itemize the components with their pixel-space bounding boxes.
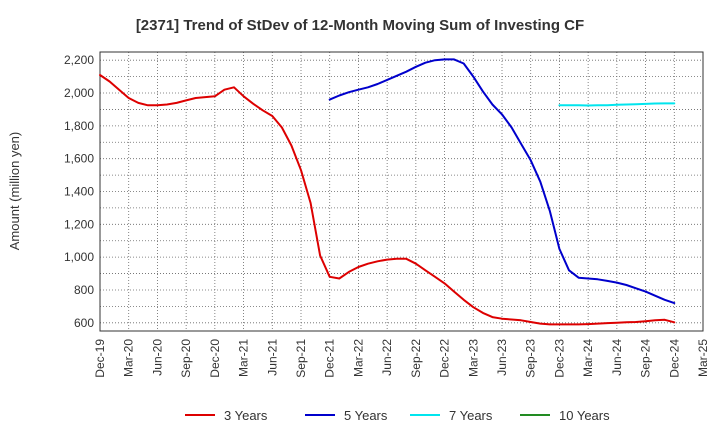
- legend-label-5-years: 5 Years: [344, 408, 388, 423]
- x-tick-label: Mar-20: [122, 339, 136, 377]
- y-tick-label: 1,000: [64, 250, 94, 264]
- x-tick-label: Sep-24: [639, 339, 653, 378]
- legend-label-7-years: 7 Years: [449, 408, 493, 423]
- legend: 3 Years 5 Years 7 Years 10 Years: [185, 408, 610, 423]
- x-tick-label: Jun-23: [495, 339, 509, 376]
- x-tick-label: Dec-21: [323, 339, 337, 378]
- x-tick-label: Mar-25: [696, 339, 710, 377]
- chart-title: [2371] Trend of StDev of 12-Month Moving…: [136, 17, 584, 34]
- x-tick-label: Sep-23: [524, 339, 538, 378]
- x-tick-label: Sep-20: [179, 339, 193, 378]
- plot-area: Dec-19 Mar-20 Jun-20 Sep-20 Dec-20 Mar-21 Jun-…: [64, 51, 710, 378]
- y-tick-label: 2,200: [64, 53, 94, 67]
- x-tick-label: Jun-24: [610, 339, 624, 376]
- series-line-3-years: [99, 74, 676, 326]
- series-line-5-years: [328, 58, 676, 305]
- y-tick-label: 800: [74, 283, 94, 297]
- y-tick-label: 2,000: [64, 86, 94, 100]
- y-tick-label: 1,800: [64, 119, 94, 133]
- x-tick-label: Dec-24: [667, 339, 681, 378]
- x-tick-label: Dec-20: [208, 339, 222, 378]
- y-tick-label: 1,600: [64, 152, 94, 166]
- plot-border: [99, 51, 704, 332]
- legend-label-3-years: 3 Years: [224, 408, 268, 423]
- y-tick-label: 600: [74, 316, 94, 330]
- x-tick-label: Jun-21: [265, 339, 279, 376]
- x-tick-label: Dec-22: [438, 339, 452, 378]
- x-tick-label: Mar-22: [351, 339, 365, 377]
- legend-label-10-years: 10 Years: [559, 408, 610, 423]
- x-tick-label: Mar-24: [581, 339, 595, 377]
- x-tick-label: Mar-21: [237, 339, 251, 377]
- series-line-7-years: [558, 102, 676, 107]
- x-tick-label: Jun-20: [150, 339, 164, 376]
- x-tick-label: Dec-23: [552, 339, 566, 378]
- x-tick-label: Sep-22: [409, 339, 423, 378]
- x-tick-label: Jun-22: [380, 339, 394, 376]
- x-tick-label: Dec-19: [93, 339, 107, 378]
- y-tick-label: 1,200: [64, 217, 94, 231]
- y-axis-label: Amount (million yen): [7, 132, 22, 251]
- y-tick-label: 1,400: [64, 185, 94, 199]
- x-tick-label: Mar-23: [466, 339, 480, 377]
- x-tick-label: Sep-21: [294, 339, 308, 378]
